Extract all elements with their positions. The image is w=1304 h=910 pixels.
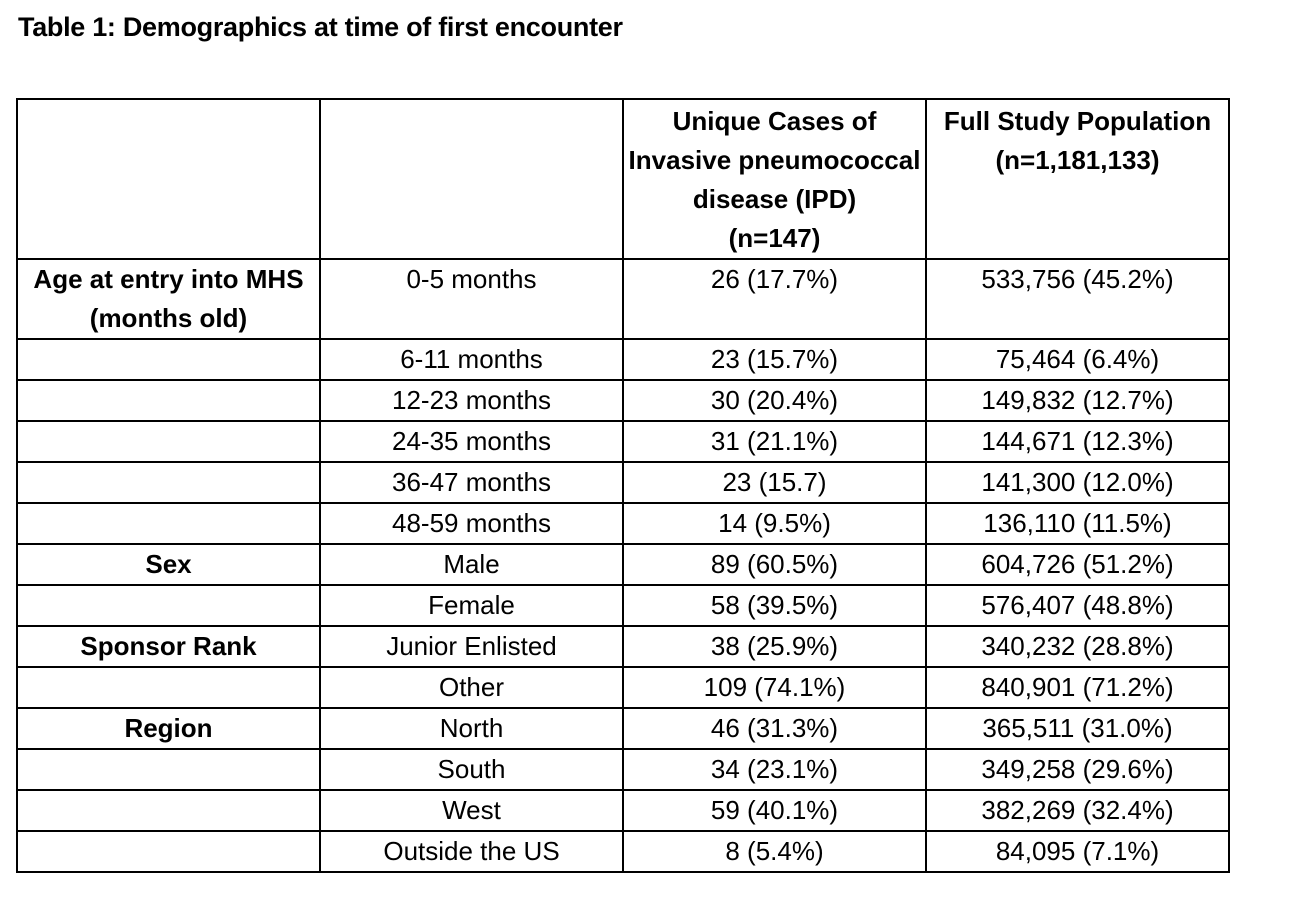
row-group-label-line: Sponsor Rank [80, 631, 257, 661]
table-row: South 34 (23.1%) 349,258 (29.6%) [16, 748, 1230, 791]
table-row: 48-59 months 14 (9.5%) 136,110 (11.5%) [16, 502, 1230, 545]
row-population-value: 136,110 (11.5%) [925, 502, 1230, 545]
demographics-table: Unique Cases of Invasive pneumococcal di… [16, 98, 1230, 873]
row-group-label [16, 584, 321, 627]
table-row: Outside the US 8 (5.4%) 84,095 (7.1%) [16, 830, 1230, 873]
table-row: Other 109 (74.1%) 840,901 (71.2%) [16, 666, 1230, 709]
row-ipd-value: 34 (23.1%) [622, 748, 927, 791]
row-ipd-value: 14 (9.5%) [622, 502, 927, 545]
row-category-label: 12-23 months [319, 379, 624, 422]
row-group-label-line: Sex [145, 549, 192, 579]
row-category-label: North [319, 707, 624, 750]
header-ipd-cases: Unique Cases of Invasive pneumococcal di… [622, 98, 927, 260]
row-group-label [16, 420, 321, 463]
table-row: Age at entry into MHS (months old) 0-5 mon… [16, 258, 1230, 340]
row-ipd-value: 58 (39.5%) [622, 584, 927, 627]
table-row: West 59 (40.1%) 382,269 (32.4%) [16, 789, 1230, 832]
header-cell-group [16, 98, 321, 260]
row-category-label: Female [319, 584, 624, 627]
row-ipd-value: 59 (40.1%) [622, 789, 927, 832]
row-population-value: 340,232 (28.8%) [925, 625, 1230, 668]
table-row: 36-47 months 23 (15.7) 141,300 (12.0%) [16, 461, 1230, 504]
row-group-label-line: (months old) [89, 303, 248, 333]
row-group-label [16, 789, 321, 832]
row-category-label: Junior Enlisted [319, 625, 624, 668]
row-group-label [16, 461, 321, 504]
row-category-label: West [319, 789, 624, 832]
row-ipd-value: 23 (15.7) [622, 461, 927, 504]
row-population-value: 144,671 (12.3%) [925, 420, 1230, 463]
row-category-label: Other [319, 666, 624, 709]
row-population-value: 75,464 (6.4%) [925, 338, 1230, 381]
row-ipd-value: 46 (31.3%) [622, 707, 927, 750]
row-category-label: Outside the US [319, 830, 624, 873]
row-group-label [16, 502, 321, 545]
row-population-value: 84,095 (7.1%) [925, 830, 1230, 873]
row-category-label: 24-35 months [319, 420, 624, 463]
header-full-population: Full Study Population (n=1,181,133) [925, 98, 1230, 260]
row-group-label: Age at entry into MHS (months old) [16, 258, 321, 340]
row-ipd-value: 8 (5.4%) [622, 830, 927, 873]
header-pop-line: (n=1,181,133) [995, 145, 1160, 175]
page-title: Table 1: Demographics at time of first e… [18, 12, 623, 42]
row-ipd-value: 30 (20.4%) [622, 379, 927, 422]
table-row: Female 58 (39.5%) 576,407 (48.8%) [16, 584, 1230, 627]
row-group-label [16, 666, 321, 709]
table-row: Region North 46 (31.3%) 365,511 (31.0%) [16, 707, 1230, 750]
table-row: 12-23 months 30 (20.4%) 149,832 (12.7%) [16, 379, 1230, 422]
row-population-value: 533,756 (45.2%) [925, 258, 1230, 340]
row-category-label: 36-47 months [319, 461, 624, 504]
row-population-value: 382,269 (32.4%) [925, 789, 1230, 832]
row-group-label-line: Region [124, 713, 213, 743]
row-category-label: Male [319, 543, 624, 586]
row-category-label: 0-5 months [319, 258, 624, 340]
row-group-label: Sex [16, 543, 321, 586]
row-category-label: South [319, 748, 624, 791]
row-ipd-value: 38 (25.9%) [622, 625, 927, 668]
row-category-label: 6-11 months [319, 338, 624, 381]
table-row: 6-11 months 23 (15.7%) 75,464 (6.4%) [16, 338, 1230, 381]
row-group-label [16, 379, 321, 422]
table-row: Sex Male 89 (60.5%) 604,726 (51.2%) [16, 543, 1230, 586]
row-ipd-value: 31 (21.1%) [622, 420, 927, 463]
row-ipd-value: 26 (17.7%) [622, 258, 927, 340]
table-row: Sponsor Rank Junior Enlisted 38 (25.9%) 340… [16, 625, 1230, 668]
row-population-value: 840,901 (71.2%) [925, 666, 1230, 709]
row-group-label: Region [16, 707, 321, 750]
row-population-value: 604,726 (51.2%) [925, 543, 1230, 586]
header-ipd-line: Invasive pneumococcal [628, 145, 921, 175]
header-cell-category [319, 98, 624, 260]
row-population-value: 349,258 (29.6%) [925, 748, 1230, 791]
header-ipd-line: disease (IPD) [692, 184, 857, 214]
header-pop-line: Full Study Population [943, 106, 1212, 136]
row-group-label [16, 748, 321, 791]
row-category-label: 48-59 months [319, 502, 624, 545]
header-row: Unique Cases of Invasive pneumococcal di… [16, 98, 1230, 260]
row-ipd-value: 109 (74.1%) [622, 666, 927, 709]
row-ipd-value: 23 (15.7%) [622, 338, 927, 381]
row-population-value: 141,300 (12.0%) [925, 461, 1230, 504]
header-ipd-line: (n=147) [728, 223, 821, 253]
row-ipd-value: 89 (60.5%) [622, 543, 927, 586]
row-group-label-line: Age at entry into MHS [33, 264, 304, 294]
row-group-label: Sponsor Rank [16, 625, 321, 668]
table-row: 24-35 months 31 (21.1%) 144,671 (12.3%) [16, 420, 1230, 463]
row-group-label [16, 338, 321, 381]
row-group-label [16, 830, 321, 873]
header-ipd-line: Unique Cases of [672, 106, 877, 136]
row-population-value: 149,832 (12.7%) [925, 379, 1230, 422]
row-population-value: 365,511 (31.0%) [925, 707, 1230, 750]
row-population-value: 576,407 (48.8%) [925, 584, 1230, 627]
